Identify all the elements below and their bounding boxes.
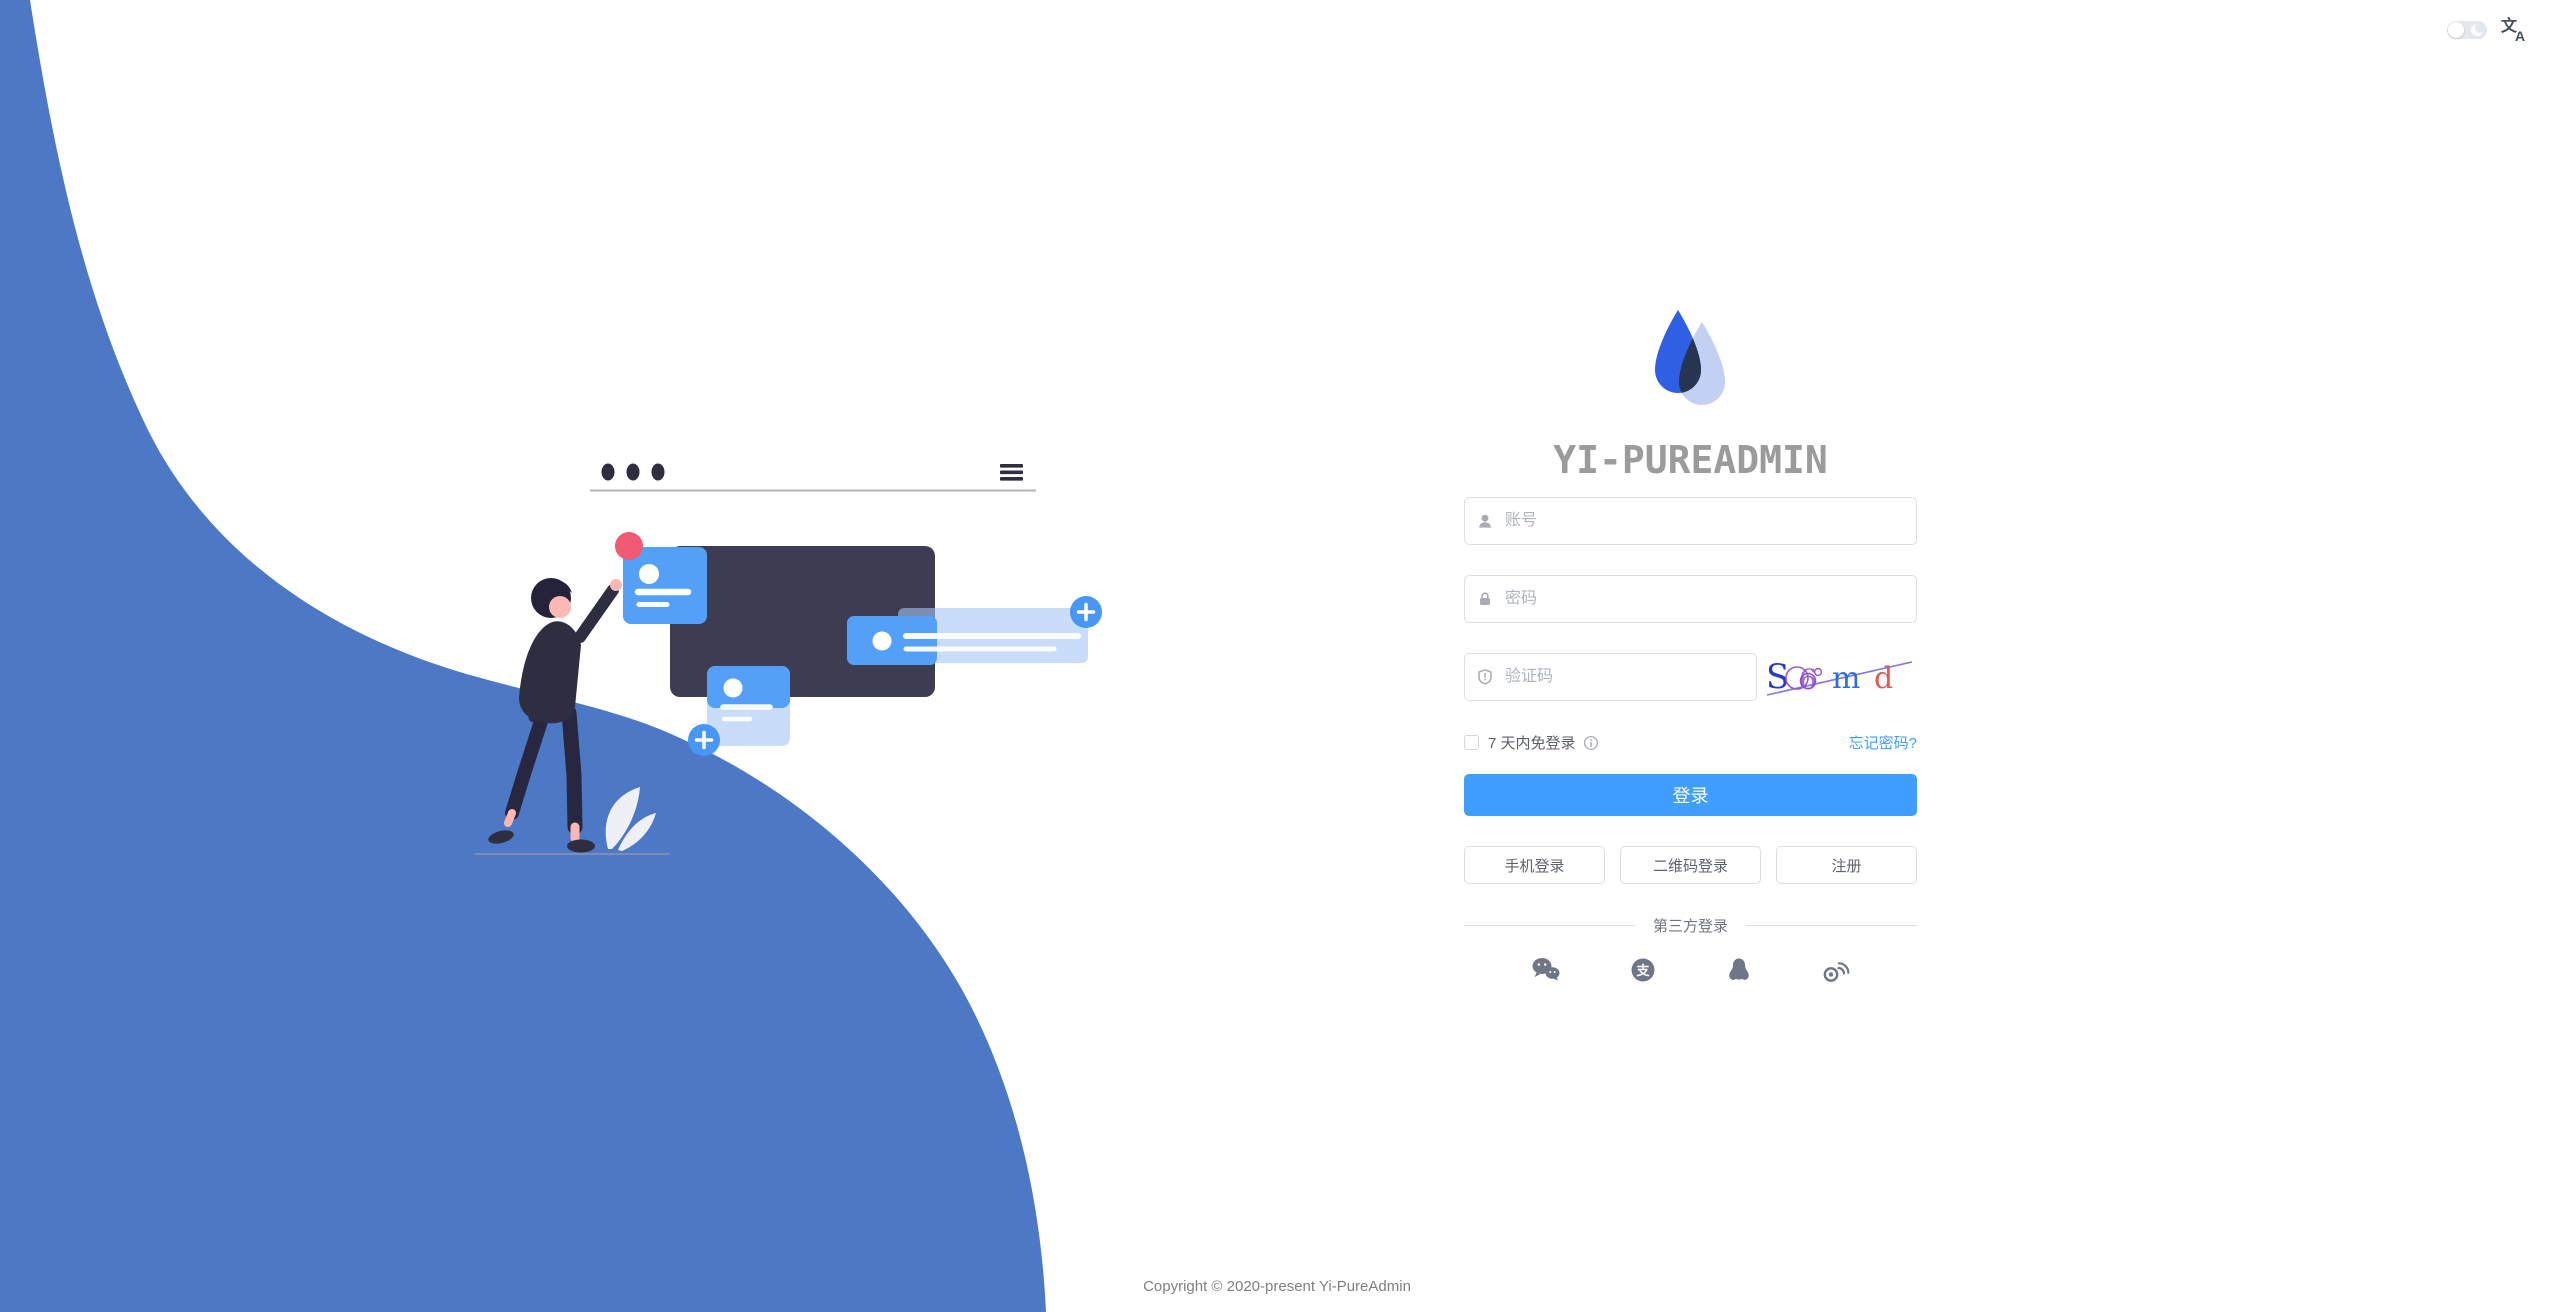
- qr-login-button[interactable]: 二维码登录: [1620, 846, 1761, 884]
- remember-label: 7 天内免登录: [1488, 735, 1576, 752]
- toggle-knob: [2448, 21, 2464, 38]
- weibo-icon: [1823, 962, 1850, 982]
- weibo-login-button[interactable]: [1820, 955, 1851, 985]
- illustration-notification-right: [847, 596, 1102, 665]
- captcha-scribble: 6: [1785, 663, 1823, 696]
- topbar-controls: 文 A: [2447, 16, 2528, 44]
- logo: [1464, 308, 1917, 417]
- password-field-wrap: [1464, 575, 1917, 623]
- captcha-char: S: [1766, 657, 1789, 697]
- red-dot: [615, 532, 643, 560]
- svg-text:支: 支: [1635, 963, 1650, 978]
- user-icon: [1477, 513, 1493, 529]
- moon-icon: [2471, 22, 2485, 36]
- shield-icon: [1477, 669, 1493, 686]
- remember-row: 7 天内免登录 忘记密码?: [1464, 732, 1917, 753]
- qq-icon: [1729, 958, 1749, 980]
- svg-text:文: 文: [2501, 16, 2518, 35]
- remember-checkbox[interactable]: [1464, 735, 1479, 750]
- forgot-password-link[interactable]: 忘记密码?: [1848, 735, 1917, 752]
- illustration: [475, 463, 1102, 855]
- qq-login-button[interactable]: [1724, 955, 1754, 985]
- captcha-char: d: [1874, 661, 1893, 696]
- translate-icon: 文 A: [2501, 16, 2525, 44]
- plus-icon: [1076, 602, 1096, 622]
- account-field-wrap: [1464, 497, 1917, 545]
- account-input[interactable]: [1464, 497, 1917, 545]
- background-wave: [0, 0, 1046, 1312]
- wechat-icon: [1532, 958, 1560, 981]
- third-party-divider: 第三方登录: [1464, 915, 1918, 936]
- water-drop-logo: [1654, 310, 1725, 405]
- captcha-char: m: [1832, 661, 1860, 696]
- illustration-card-center: [688, 666, 790, 756]
- alipay-icon: 支: [1631, 958, 1655, 982]
- menu-icon: [1000, 464, 1023, 481]
- register-button[interactable]: 注册: [1776, 846, 1917, 884]
- wechat-login-button[interactable]: [1530, 955, 1562, 985]
- copyright: Copyright © 2020-present Yi-PureAdmin: [1143, 1278, 1411, 1295]
- social-login-row: 支: [1464, 955, 1917, 985]
- alipay-login-button[interactable]: 支: [1628, 955, 1658, 985]
- lock-icon: [1477, 591, 1493, 607]
- captcha-input[interactable]: [1464, 653, 1757, 701]
- alt-login-row: 手机登录 二维码登录 注册: [1464, 846, 1917, 884]
- captcha-image[interactable]: S 6 m d: [1764, 652, 1917, 700]
- password-input[interactable]: [1464, 575, 1917, 623]
- third-party-label: 第三方登录: [1653, 918, 1729, 935]
- captcha-field-wrap: [1464, 653, 1757, 701]
- captcha-char: 6: [1799, 663, 1817, 696]
- page-title: YI-PUREADMIN: [1553, 438, 1828, 482]
- person: [488, 578, 622, 853]
- window-dots-icon: [601, 463, 665, 481]
- login-panel: YI-PUREADMIN: [1464, 300, 1918, 1010]
- svg-text:A: A: [2515, 28, 2525, 43]
- plus-icon: [694, 730, 714, 750]
- illustration-card-user: [615, 532, 707, 624]
- dark-mode-toggle[interactable]: [2447, 20, 2487, 39]
- phone-login-button[interactable]: 手机登录: [1464, 846, 1605, 884]
- info-icon[interactable]: [1583, 735, 1599, 751]
- language-button[interactable]: 文 A: [2501, 16, 2528, 44]
- login-button[interactable]: 登录: [1464, 774, 1917, 816]
- leaf: [605, 787, 656, 851]
